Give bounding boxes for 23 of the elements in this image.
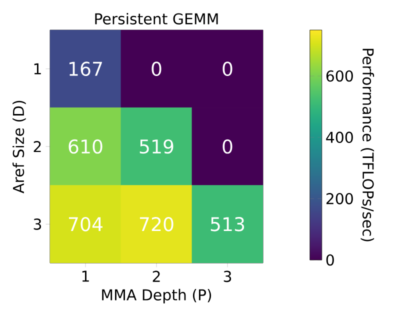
data-label: 610 <box>68 139 102 154</box>
y-axis-title: Aref Size (D) <box>12 100 26 194</box>
color-bar-label: 0 <box>326 254 334 266</box>
data-label: 0 <box>222 139 232 154</box>
x-tick-label: 3 <box>224 270 232 282</box>
x-axis-title: MMA Depth (P) <box>102 288 212 304</box>
color-bar-label: 600 <box>326 70 353 82</box>
x-tick-label: 2 <box>152 270 160 282</box>
color-bar-label: 400 <box>326 132 353 143</box>
data-label: 704 <box>68 217 102 232</box>
y-tick-label: 2 <box>34 140 41 152</box>
color-bar-label: 200 <box>326 193 353 204</box>
color-bar-title: Performance (TFLOPs/sec) <box>360 48 374 242</box>
data-label: 720 <box>140 217 174 232</box>
x-tick-label: 1 <box>82 270 89 282</box>
data-label: 519 <box>140 139 174 154</box>
chart-title: Persistent GEMM <box>95 12 218 25</box>
data-label: 0 <box>222 62 232 76</box>
y-tick-label: 1 <box>34 63 41 74</box>
data-label: 513 <box>210 217 244 232</box>
y-tick-label: 3 <box>34 218 42 230</box>
data-label: 167 <box>70 62 102 76</box>
data-label: 0 <box>152 62 162 76</box>
